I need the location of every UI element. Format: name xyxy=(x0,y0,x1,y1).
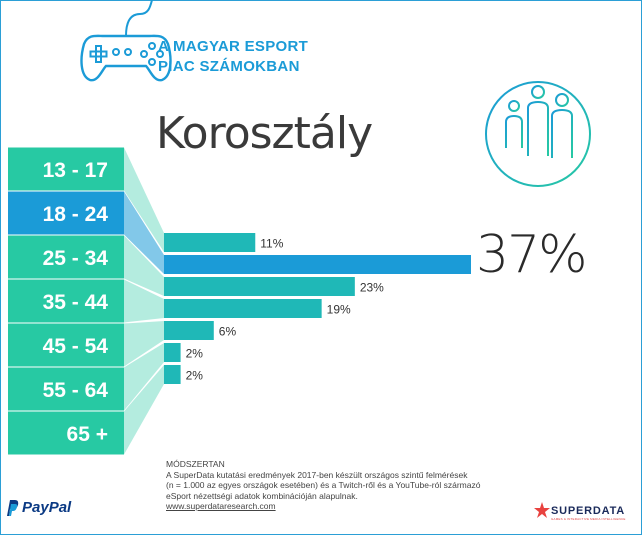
connector-6 xyxy=(124,365,164,455)
value-label: 2% xyxy=(186,369,204,383)
methodology-text: MÓDSZERTAN A SuperData kutatási eredmény… xyxy=(166,459,526,512)
category-box xyxy=(8,235,124,279)
category-label: 35 - 44 xyxy=(43,291,109,314)
category-box xyxy=(8,147,124,191)
connector-2 xyxy=(124,235,164,296)
header-title-line1: A MAGYAR ESPORT xyxy=(158,38,309,55)
superdata-logo: SUPERDATA xyxy=(551,505,626,517)
bar xyxy=(164,321,214,340)
chart-title: Korosztály xyxy=(156,108,373,159)
category-label: 65 + xyxy=(67,423,108,446)
superdata-tagline: GAMES & INTERACTIVE MEDIA INTELLIGENCE xyxy=(551,517,626,521)
category-box xyxy=(8,367,124,411)
paypal-logo-icon xyxy=(7,500,19,516)
connector-5 xyxy=(124,343,164,411)
bar xyxy=(164,277,355,296)
category-label: 25 - 34 xyxy=(43,247,109,270)
category-label: 13 - 17 xyxy=(43,159,108,182)
highlight-value-label: 37% xyxy=(476,225,588,285)
connector-3 xyxy=(124,279,164,323)
category-box xyxy=(8,411,124,455)
category-box xyxy=(8,279,124,323)
value-label: 2% xyxy=(186,347,204,361)
methodology-line3: eSport nézettségi adatok kombinációján a… xyxy=(166,490,358,501)
value-label: 6% xyxy=(219,325,237,339)
category-box xyxy=(8,191,124,235)
category-label: 55 - 64 xyxy=(43,379,109,402)
value-label: 23% xyxy=(360,281,384,295)
bar xyxy=(164,255,471,274)
category-label: 45 - 54 xyxy=(43,335,109,358)
methodology-heading: MÓDSZERTAN xyxy=(166,459,225,469)
methodology-line2: (n = 1.000 az egyes országok esetében) é… xyxy=(166,480,481,490)
superdata-star-icon xyxy=(534,502,550,518)
paypal-logo: PayPal xyxy=(22,499,72,516)
bar xyxy=(164,299,322,318)
superdata-link[interactable]: www.superdataresearch.com xyxy=(166,501,276,511)
value-label: 19% xyxy=(327,303,351,317)
bar xyxy=(164,365,181,384)
category-box xyxy=(8,323,124,367)
family-icon xyxy=(485,81,591,187)
category-label: 18 - 24 xyxy=(43,203,109,226)
gamepad-icon xyxy=(80,0,172,82)
value-label: 11% xyxy=(260,237,283,251)
bar xyxy=(164,233,256,252)
header-title-line2: PIAC SZÁMOKBAN xyxy=(158,58,300,75)
connector-0 xyxy=(124,147,164,252)
methodology-line1: A SuperData kutatási eredmények 2017-ben… xyxy=(166,469,468,480)
connector-1 xyxy=(124,191,164,274)
connector-4 xyxy=(124,321,164,367)
bar xyxy=(164,343,181,362)
